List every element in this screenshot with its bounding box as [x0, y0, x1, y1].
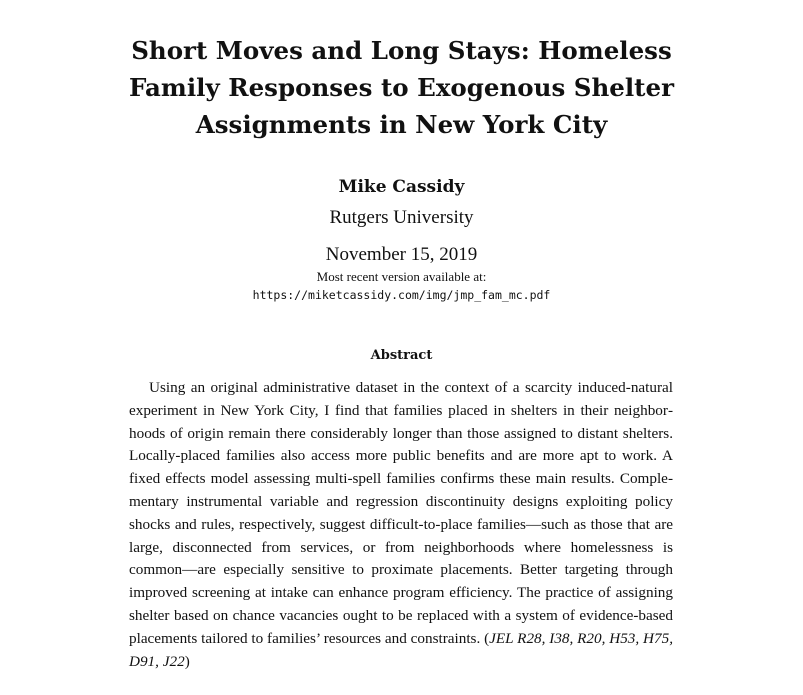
abstract-body: Using an original administrative dataset… — [129, 377, 673, 673]
jel-open-paren: ( — [484, 629, 490, 647]
version-note: Most recent version available at: — [316, 269, 487, 284]
paper-title: Short Moves and Long Stays: Homeless Fam… — [129, 36, 674, 139]
version-url: https://miketcassidy.com/img/jmp_fam_mc.… — [252, 288, 551, 302]
author-name: Mike Cassidy — [338, 177, 465, 197]
abstract-text: Using an original administrative dataset… — [129, 379, 673, 647]
author-affiliation: Rutgers University — [329, 207, 474, 228]
jel-codes: JEL R28, I38, R20, H53, H75, D91, J22 — [129, 629, 673, 670]
paper-date: November 15, 2019 — [325, 244, 478, 265]
jel-close-paren: ) — [184, 652, 190, 670]
abstract-heading: Abstract — [370, 348, 433, 363]
